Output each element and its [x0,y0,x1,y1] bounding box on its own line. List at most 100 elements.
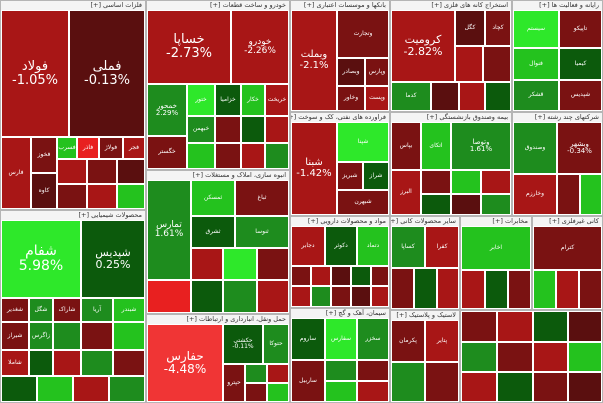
small-tile[interactable] [579,270,602,309]
small-tile[interactable] [371,286,389,307]
small-tile[interactable] [223,280,257,313]
small-tile[interactable] [485,82,511,111]
small-tile[interactable] [533,270,556,309]
stock-tile[interactable]: حفارس -4.48% [147,324,223,402]
stock-tile[interactable]: خکار [241,84,265,116]
small-tile[interactable] [57,184,87,209]
small-tile[interactable] [421,194,451,215]
stock-tile[interactable]: کترام [533,226,602,270]
small-tile[interactable] [331,266,351,286]
small-tile[interactable] [483,46,511,82]
sector-petroleum[interactable]: فراورده های نفتی، کک و سوخت [+] شبنا -1.… [290,112,390,216]
small-tile[interactable] [421,170,451,194]
stock-tile[interactable]: شپنا [337,122,389,162]
small-tile[interactable] [53,322,81,350]
stock-tile[interactable]: ساروم [291,318,325,360]
stock-tile[interactable]: وبملت -2.1% [291,10,337,111]
small-tile[interactable] [391,362,425,402]
small-tile[interactable] [568,372,602,402]
small-tile[interactable] [191,248,223,280]
stock-tile[interactable]: قشکر [513,80,559,111]
stock-tile[interactable]: خزامیا [215,84,241,116]
stock-tile[interactable]: فملی -0.13% [69,10,145,137]
stock-tile[interactable]: حپترو [223,364,245,402]
small-tile[interactable] [117,159,145,184]
small-tile[interactable] [351,286,371,307]
stock-tile[interactable]: تاپیکو [559,10,602,48]
stock-tile[interactable]: دکوثر [325,226,357,266]
small-tile[interactable] [117,184,145,209]
stock-tile[interactable]: شاملا [1,350,29,376]
stock-tile[interactable]: بپاس [391,122,421,170]
stock-tile[interactable]: خودرو -2.26% [231,10,289,84]
small-tile[interactable] [265,116,289,143]
small-tile[interactable] [241,143,265,169]
small-tile[interactable] [557,174,580,215]
stock-tile[interactable]: ختور [187,84,215,116]
stock-tile[interactable]: وتوصا 1.61% [451,122,511,170]
sector-rubber-plastic[interactable]: لاستیک و پلاستیک [+] پکرمان پتایر [390,310,460,403]
small-tile[interactable] [437,268,459,309]
small-tile[interactable] [267,383,289,402]
small-tile[interactable] [245,364,267,383]
small-tile[interactable] [29,350,53,376]
stock-tile[interactable]: فجر [123,137,145,159]
small-tile[interactable] [580,174,602,215]
stock-tile[interactable]: شگل [29,298,53,322]
small-tile[interactable] [556,270,579,309]
stock-tile[interactable]: اخابر [461,226,531,270]
stock-tile[interactable]: کاوه [31,173,57,209]
small-tile[interactable] [87,184,117,209]
small-tile[interactable] [223,248,257,280]
sector-diversified[interactable]: شرکتهای چند رشته [+] وبشهر -0.34% وصندوق… [512,112,603,216]
small-tile[interactable] [113,350,145,376]
stock-tile[interactable]: خساپا -2.73% [147,10,231,84]
small-tile[interactable] [311,286,331,307]
stock-tile[interactable]: حکشتی -0.11% [223,324,263,364]
stock-tile[interactable]: فولاژ [99,137,123,159]
small-tile[interactable] [331,286,351,307]
small-tile[interactable] [73,376,109,402]
stock-tile[interactable]: اتکای [421,122,451,170]
stock-tile[interactable]: ثشرق [191,216,235,248]
stock-tile[interactable]: فسرب [57,137,77,159]
stock-tile[interactable]: فولاد -1.05% [1,10,69,137]
stock-tile[interactable]: تمارس 1.61% [147,180,191,280]
small-tile[interactable] [241,116,265,143]
stock-tile[interactable]: پکرمان [391,320,425,362]
small-tile[interactable] [215,116,241,143]
stock-tile[interactable]: شپدیس [559,80,602,111]
small-tile[interactable] [1,376,37,402]
small-tile[interactable] [533,311,568,342]
small-tile[interactable] [113,322,145,350]
stock-tile[interactable]: وبصادر [337,58,365,86]
stock-tile[interactable]: آریا [81,298,113,322]
stock-tile[interactable]: سیستم [513,10,559,48]
sector-telecom[interactable]: مخابرات [+] اخابر [460,216,532,310]
small-tile[interactable] [481,170,511,194]
stock-tile[interactable]: ثباغ [235,180,289,216]
stock-tile[interactable]: خمحور 2.29% [147,84,187,136]
small-tile[interactable] [431,82,459,111]
stock-tile[interactable]: شپدیس 0.25% [81,220,145,298]
small-tile[interactable] [37,376,73,402]
small-tile[interactable] [57,159,87,184]
sector-transport[interactable]: حمل ونقل، انبارداری و ارتباطات [+] حفارس… [146,314,290,403]
stock-tile[interactable]: ثنوسا [235,216,289,248]
small-tile[interactable] [461,342,497,372]
small-tile[interactable] [257,280,289,313]
sector-misc[interactable] [460,310,603,403]
small-tile[interactable] [461,311,497,342]
stock-tile[interactable]: کدما [391,82,431,111]
stock-tile[interactable]: دجابر [291,226,325,266]
small-tile[interactable] [257,248,289,280]
sector-banks[interactable]: بانکها و موسسات اعتباری [+] وبملت -2.1% … [290,0,390,112]
small-tile[interactable] [265,143,289,169]
sector-real-estate[interactable]: انبوه سازی، املاک و مستغلات [+] تمارس 1.… [146,170,290,314]
stock-tile[interactable]: زاگرس [29,322,53,350]
small-tile[interactable] [371,266,389,286]
sector-computer[interactable]: رایانه و فعالیت ها [+] سیستم تاپیکو فنوا… [512,0,603,112]
stock-tile[interactable]: وخارزم [513,174,557,215]
sector-metal-ore-mining[interactable]: استخراج کانه های فلزی [+] کرومیت -2.82% … [390,0,512,112]
sector-insurance[interactable]: بیمه وصندوق بازنشستگی [+] وتوصا 1.61% بپ… [390,112,512,216]
